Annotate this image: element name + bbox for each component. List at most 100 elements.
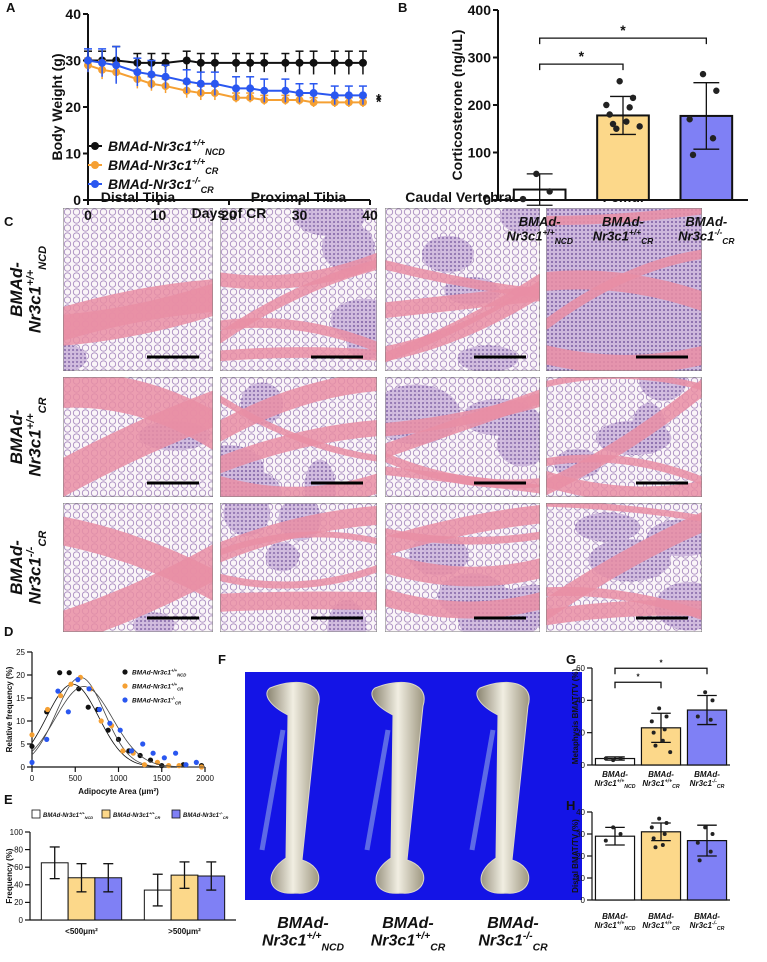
superscript: -/- — [219, 811, 223, 816]
bone-trabecula — [63, 377, 213, 451]
label-text: Nr3c1 — [506, 228, 542, 243]
y-tick-label: 200 — [468, 97, 492, 113]
y-tick-label: 15 — [16, 694, 25, 703]
bone-trabecula — [220, 564, 377, 589]
fit-curve — [31, 683, 205, 768]
significance: * — [376, 93, 382, 109]
label-text: Nr3c1 — [690, 921, 713, 930]
data-point — [546, 188, 553, 195]
y-tick-label: 20 — [576, 852, 585, 861]
label-text: BMAd-Nr3c1 — [113, 813, 150, 819]
label-line: BMAd- — [382, 915, 434, 932]
data-point — [112, 61, 121, 70]
x-tick-label: 10 — [151, 207, 167, 223]
genotype-label: BMAd-Nr3c1+/+NCD — [43, 811, 93, 820]
data-point — [533, 170, 540, 178]
genotype-label: Nr3c1-/-CR — [690, 921, 725, 933]
label-line: BMAd- — [487, 915, 539, 932]
bone-trabecula — [385, 528, 540, 545]
y-tick-label: 80 — [14, 845, 23, 854]
panel-letter: F — [218, 652, 226, 667]
data-point — [651, 730, 656, 735]
label-text: Nr3c1 — [642, 921, 665, 930]
x-tick-label: 500 — [69, 774, 83, 783]
data-point — [246, 58, 255, 67]
label-line: BMAd- — [648, 912, 674, 921]
bone — [371, 681, 425, 894]
panel-letter: H — [566, 798, 575, 813]
superscript: +/+ — [171, 668, 178, 673]
bone-trabecula — [220, 591, 377, 612]
marrow-cells — [457, 345, 519, 371]
genotype-label: BMAd-Nr3c1-/-CR — [108, 175, 214, 195]
label-line: BMAd- — [7, 409, 26, 464]
data-point — [651, 836, 656, 841]
y-tick-label: 100 — [468, 144, 492, 160]
label-line: BMAd- — [7, 540, 26, 595]
superscript: -/- — [714, 227, 722, 237]
y-tick-label: 20 — [576, 728, 585, 737]
data-point — [629, 94, 637, 102]
label-text: BMAd-Nr3c1 — [43, 813, 80, 819]
superscript: +/+ — [25, 269, 37, 286]
data-point — [176, 763, 182, 769]
genotype-label: BMAd-Nr3c1+/+CR — [113, 811, 160, 820]
bone-trabecula — [385, 392, 540, 437]
label-text: BMAd-Nr3c1 — [183, 813, 220, 819]
data-point — [611, 825, 616, 830]
significance-bracket — [614, 667, 708, 675]
superscript: +/+ — [665, 779, 673, 785]
panel-letter: G — [566, 652, 576, 667]
legend-box — [31, 809, 41, 819]
marrow-cells — [265, 542, 300, 572]
x-axis-title: Days of CR — [192, 205, 267, 221]
histology-image — [63, 208, 213, 371]
data-point — [689, 151, 697, 159]
significance-bracket — [539, 37, 707, 45]
histology-image — [63, 377, 213, 497]
x-tick-label: 20 — [221, 207, 237, 223]
data-point — [141, 762, 148, 768]
data-point — [649, 825, 654, 830]
genotype-label: Nr3c1-/-CR — [25, 531, 49, 605]
label-text: Nr3c1 — [593, 228, 629, 243]
label-text: BMAd-Nr3c1 — [108, 138, 192, 154]
data-point — [140, 741, 146, 747]
genotype-label: Nr3c1+/+NCD — [262, 931, 345, 953]
subscript: NCD — [85, 815, 94, 820]
genotype-label: Nr3c1+/+NCD — [594, 921, 635, 933]
x-tick-label: 40 — [362, 207, 378, 223]
y-tick-label: 20 — [16, 671, 25, 680]
histology-image — [385, 377, 540, 497]
data-point — [358, 91, 367, 100]
genotype-label: Nr3c1-/-CR — [678, 227, 735, 246]
superscript: -/- — [171, 696, 176, 701]
genotype-label: Nr3c1+/+CR — [642, 921, 680, 933]
bone-trabecula — [546, 586, 702, 621]
bar — [640, 831, 682, 901]
y-tick-label: 0 — [483, 192, 491, 208]
subscript: NCD — [37, 246, 49, 270]
genotype-label: BMAd-Nr3c1+/+CR — [132, 682, 184, 692]
histology-image — [385, 208, 540, 371]
superscript: +/+ — [79, 811, 85, 816]
label-line: BMAd- — [685, 214, 727, 229]
data-point — [29, 732, 35, 738]
data-point — [133, 68, 142, 77]
data-point — [611, 758, 616, 763]
series-line — [87, 64, 363, 104]
data-point — [120, 748, 126, 754]
bone-trabecula — [546, 378, 702, 496]
row-label: BMAd- Nr3c1+/+NCD — [7, 246, 49, 333]
bone-trabecula — [220, 419, 377, 474]
data-point — [85, 704, 91, 710]
label-text: Nr3c1 — [594, 779, 617, 788]
data-point — [55, 688, 61, 694]
x-tick-label: 1500 — [153, 774, 171, 783]
data-point — [309, 89, 318, 98]
y-tick-label: 30 — [65, 52, 81, 68]
data-point — [330, 91, 339, 100]
subscript: CR — [533, 942, 549, 953]
bone-trabecula — [385, 285, 540, 319]
label-line: BMAd- — [7, 262, 26, 317]
